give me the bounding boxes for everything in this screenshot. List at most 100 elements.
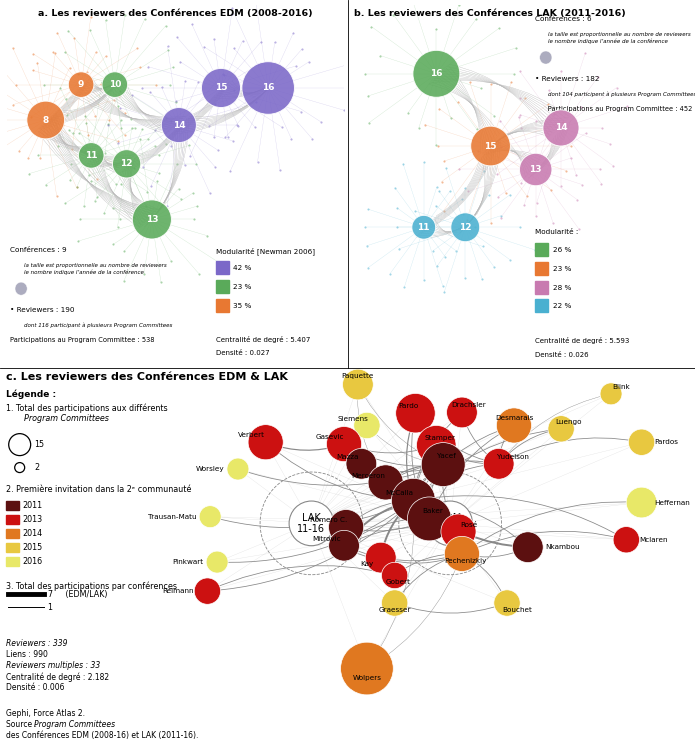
Text: 23 %: 23 % <box>553 266 571 272</box>
Text: Verbert: Verbert <box>238 431 265 438</box>
Circle shape <box>444 536 480 571</box>
Circle shape <box>483 448 514 480</box>
Text: Densité : 0.006: Densité : 0.006 <box>6 683 64 692</box>
Circle shape <box>206 551 228 573</box>
Text: Centralité de degré : 5.593: Centralité de degré : 5.593 <box>535 337 629 344</box>
Text: 16: 16 <box>262 84 275 92</box>
Circle shape <box>447 397 477 428</box>
Circle shape <box>354 412 380 439</box>
Circle shape <box>329 510 363 545</box>
Text: 2011: 2011 <box>23 501 43 510</box>
Text: Siemens: Siemens <box>338 416 368 422</box>
Text: Participations au Program Committee : 452: Participations au Program Committee : 45… <box>535 107 692 112</box>
Text: 1. Total des participations aux différents: 1. Total des participations aux différen… <box>6 404 167 413</box>
Text: Gasevic: Gasevic <box>316 434 345 440</box>
Circle shape <box>329 531 359 561</box>
Text: Stamper: Stamper <box>424 435 455 441</box>
Circle shape <box>600 383 622 405</box>
Circle shape <box>194 578 220 605</box>
Text: Wolpers: Wolpers <box>352 675 382 682</box>
Text: 12: 12 <box>459 223 471 232</box>
Circle shape <box>346 448 377 480</box>
Text: Pechenizkiy: Pechenizkiy <box>444 559 486 565</box>
Bar <box>6 516 19 525</box>
Circle shape <box>451 213 480 242</box>
Text: Heffernan: Heffernan <box>654 500 690 505</box>
Text: 9: 9 <box>78 80 84 89</box>
Circle shape <box>68 72 94 98</box>
Circle shape <box>613 527 639 553</box>
Text: Yacef: Yacef <box>437 454 456 460</box>
Text: EDM
8-16: EDM 8-16 <box>439 513 461 534</box>
Text: Baker: Baker <box>423 508 443 514</box>
Circle shape <box>413 50 460 97</box>
Circle shape <box>79 143 104 168</box>
Text: Rosé: Rosé <box>460 522 477 528</box>
Text: Mclaren: Mclaren <box>639 536 667 542</box>
Text: Pardos: Pardos <box>654 440 678 445</box>
Bar <box>535 243 548 256</box>
Circle shape <box>368 465 403 500</box>
Text: Blink: Blink <box>612 384 630 390</box>
Text: Densité : 0.026: Densité : 0.026 <box>535 352 589 358</box>
Text: Romero C.: Romero C. <box>310 517 348 523</box>
Circle shape <box>27 101 65 139</box>
Circle shape <box>512 532 543 562</box>
Text: McCalla: McCalla <box>386 490 414 496</box>
Text: b. Les reviewers des Conférences LAK (2011-2016): b. Les reviewers des Conférences LAK (20… <box>354 9 626 18</box>
Text: Pardo: Pardo <box>398 403 418 408</box>
Bar <box>6 543 19 552</box>
Circle shape <box>391 478 435 522</box>
Text: Drachsler: Drachsler <box>452 402 486 408</box>
Text: la taille est proportionnelle au nombre de reviewers
le nombre indique l’année d: la taille est proportionnelle au nombre … <box>548 33 692 44</box>
Circle shape <box>199 505 221 528</box>
Text: Pinkwart: Pinkwart <box>172 559 203 565</box>
Circle shape <box>628 429 655 455</box>
Text: Légende :: Légende : <box>6 390 56 400</box>
Text: Source :: Source : <box>6 720 39 729</box>
Text: 3. Total des participations par conférences: 3. Total des participations par conféren… <box>6 582 177 591</box>
Text: (EDM/LAK): (EDM/LAK) <box>58 590 107 599</box>
Circle shape <box>113 149 141 178</box>
Text: • Reviewers : 182: • Reviewers : 182 <box>535 75 599 81</box>
Circle shape <box>102 72 128 98</box>
Text: 2016: 2016 <box>23 557 43 566</box>
Text: 1: 1 <box>48 603 53 612</box>
Bar <box>6 502 19 511</box>
Text: Desmarais: Desmarais <box>495 415 533 421</box>
Circle shape <box>343 369 373 400</box>
Text: Participations au Program Committee : 538: Participations au Program Committee : 53… <box>10 337 155 343</box>
Text: 26 %: 26 % <box>553 247 571 253</box>
Bar <box>6 557 19 566</box>
Text: Modularité [Newman 2006]: Modularité [Newman 2006] <box>216 247 315 255</box>
Text: des Conférences EDM (2008-16) et LAK (2011-16).: des Conférences EDM (2008-16) et LAK (20… <box>6 731 198 740</box>
Text: 2. Première invitation dans la 2ᵉ communauté: 2. Première invitation dans la 2ᵉ commun… <box>6 485 191 494</box>
Text: 15: 15 <box>35 440 44 449</box>
Text: 13: 13 <box>530 165 542 174</box>
Circle shape <box>382 590 408 616</box>
Text: Densité : 0.027: Densité : 0.027 <box>216 350 270 356</box>
Circle shape <box>441 514 476 549</box>
Text: Program Committees: Program Committees <box>24 414 108 423</box>
Text: Gephi, Force Atlas 2.: Gephi, Force Atlas 2. <box>6 709 85 718</box>
Text: Mazza: Mazza <box>336 454 359 460</box>
Text: Reimann: Reimann <box>162 588 193 594</box>
Text: 23 %: 23 % <box>234 284 252 290</box>
Bar <box>216 280 229 293</box>
Text: Bouchet: Bouchet <box>502 607 532 613</box>
Text: 14: 14 <box>172 121 185 130</box>
Text: Reviewers : 339: Reviewers : 339 <box>6 639 67 648</box>
Circle shape <box>202 68 240 107</box>
Circle shape <box>471 126 510 166</box>
Text: LAK
11-16: LAK 11-16 <box>297 513 325 534</box>
Text: 16: 16 <box>430 70 443 78</box>
Circle shape <box>227 458 249 480</box>
Text: 22 %: 22 % <box>553 303 571 309</box>
Text: 7: 7 <box>48 590 53 599</box>
Text: 11: 11 <box>418 223 430 232</box>
Text: Modularité :: Modularité : <box>535 229 578 235</box>
Text: Reviewers multiples : 33: Reviewers multiples : 33 <box>6 661 100 670</box>
Bar <box>535 300 548 312</box>
Text: Luengo: Luengo <box>555 419 581 425</box>
Text: 35 %: 35 % <box>234 303 252 309</box>
